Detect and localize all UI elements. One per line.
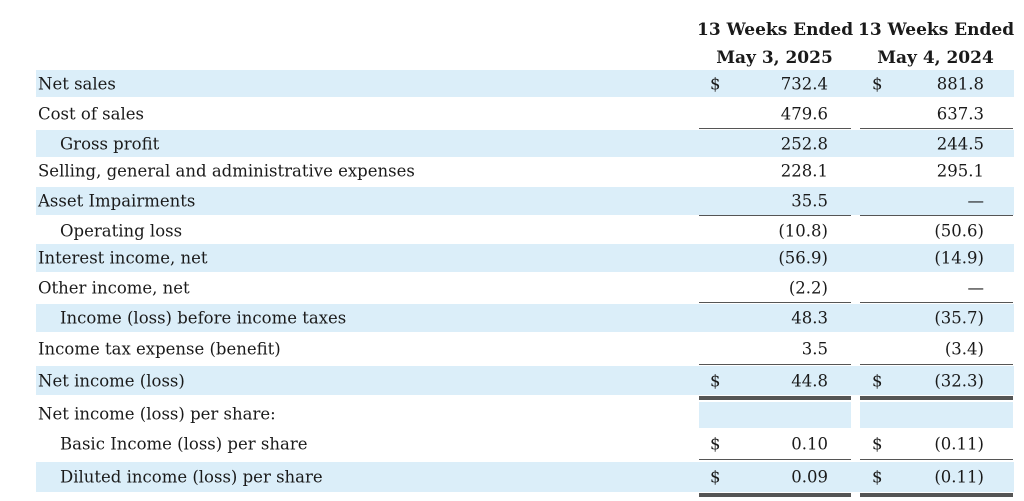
table-row-income-tax: Income tax expense (benefit) 3.5 (3.4) [36, 334, 1014, 363]
row-label: Gross profit [60, 134, 160, 153]
value-2025: 44.8 [791, 371, 828, 390]
subtotal-rule [699, 215, 851, 216]
value-2025: 35.5 [791, 191, 828, 211]
value-2024: (35.7) [934, 308, 984, 328]
table-row-net-sales: Net sales $ 732.4 $ 881.8 [36, 70, 1014, 97]
row-label: Operating loss [60, 221, 183, 240]
eps-rule [699, 459, 851, 460]
value-2024: (14.9) [934, 248, 984, 268]
column-header-2025-line1: 13 Weeks Ended [697, 20, 854, 40]
value-2025: (2.2) [788, 278, 828, 298]
value-2024: 244.5 [936, 134, 984, 153]
currency-symbol: $ [710, 467, 721, 487]
value-2025: 48.3 [791, 308, 828, 328]
total-double-rule [860, 493, 1013, 497]
currency-symbol: $ [872, 371, 883, 390]
column-header-2024: 13 Weeks Ended May 4, 2024 [858, 16, 1015, 72]
total-double-rule [699, 493, 851, 497]
row-label: Selling, general and administrative expe… [38, 161, 415, 181]
column-header-2024-line1: 13 Weeks Ended [858, 20, 1015, 40]
subtotal-rule [699, 302, 851, 303]
value-2024: (3.4) [944, 339, 984, 358]
per-share-heading-shade [699, 402, 851, 428]
column-header-2025-line2: May 3, 2025 [716, 48, 833, 68]
value-2024: (50.6) [934, 221, 984, 240]
currency-symbol: $ [872, 434, 883, 454]
table-row-per-share-heading: Net income (loss) per share: [36, 400, 1014, 428]
currency-symbol: $ [872, 74, 883, 93]
subtotal-rule [860, 302, 1013, 303]
subtotal-rule [860, 128, 1013, 129]
value-2024: 637.3 [936, 104, 984, 124]
eps-rule [860, 459, 1013, 460]
total-double-rule [860, 396, 1013, 400]
table-row-sga: Selling, general and administrative expe… [36, 157, 1014, 185]
subtotal-rule [699, 128, 851, 129]
per-share-heading-shade [860, 402, 1013, 428]
column-header-2024-line2: May 4, 2024 [877, 48, 994, 68]
subtotal-rule [860, 215, 1013, 216]
row-label: Diluted income (loss) per share [60, 467, 323, 487]
value-2024: — [967, 191, 985, 211]
value-2025: 228.1 [780, 161, 828, 181]
value-2025: (10.8) [778, 221, 828, 240]
row-label: Basic Income (loss) per share [60, 434, 308, 454]
table-row-cost-of-sales: Cost of sales 479.6 637.3 [36, 100, 1014, 128]
row-label: Net income (loss) per share: [38, 404, 276, 424]
currency-symbol: $ [872, 467, 883, 487]
table-row-asset-impairments: Asset Impairments 35.5 — [36, 187, 1014, 215]
value-2024: (0.11) [934, 434, 984, 454]
row-label: Asset Impairments [38, 191, 196, 211]
row-label: Income tax expense (benefit) [38, 339, 281, 358]
value-2025: 732.4 [780, 74, 828, 93]
value-2025: 252.8 [780, 134, 828, 153]
row-label: Net sales [38, 74, 116, 93]
value-2024: (0.11) [934, 467, 984, 487]
subtotal-rule [860, 364, 1013, 365]
value-2025: 3.5 [801, 339, 828, 358]
currency-symbol: $ [710, 74, 721, 93]
subtotal-rule [699, 364, 851, 365]
value-2025: 0.10 [791, 434, 828, 454]
row-label: Income (loss) before income taxes [60, 308, 347, 328]
total-double-rule [699, 396, 851, 400]
value-2025: (56.9) [778, 248, 828, 268]
row-label: Net income (loss) [38, 371, 185, 390]
value-2024: — [967, 278, 985, 298]
table-row-net-income: Net income (loss) $ 44.8 $ (32.3) [36, 366, 1014, 395]
table-row-income-before-taxes: Income (loss) before income taxes 48.3 (… [36, 304, 1014, 332]
table-row-interest-income: Interest income, net (56.9) (14.9) [36, 244, 1014, 272]
row-label: Cost of sales [38, 104, 145, 124]
value-2025: 0.09 [791, 467, 828, 487]
table-row-other-income: Other income, net (2.2) — [36, 274, 1014, 302]
table-row-operating-loss: Operating loss (10.8) (50.6) [36, 217, 1014, 244]
value-2024: 881.8 [936, 74, 984, 93]
table-row-basic-eps: Basic Income (loss) per share $ 0.10 $ (… [36, 430, 1014, 458]
currency-symbol: $ [710, 371, 721, 390]
value-2024: (32.3) [934, 371, 984, 390]
column-header-2025: 13 Weeks Ended May 3, 2025 [697, 16, 854, 72]
currency-symbol: $ [710, 434, 721, 454]
row-label: Interest income, net [38, 248, 208, 268]
row-label: Other income, net [38, 278, 190, 298]
value-2024: 295.1 [936, 161, 984, 181]
table-row-gross-profit: Gross profit 252.8 244.5 [36, 130, 1014, 157]
table-row-diluted-eps: Diluted income (loss) per share $ 0.09 $… [36, 462, 1014, 492]
value-2025: 479.6 [780, 104, 828, 124]
